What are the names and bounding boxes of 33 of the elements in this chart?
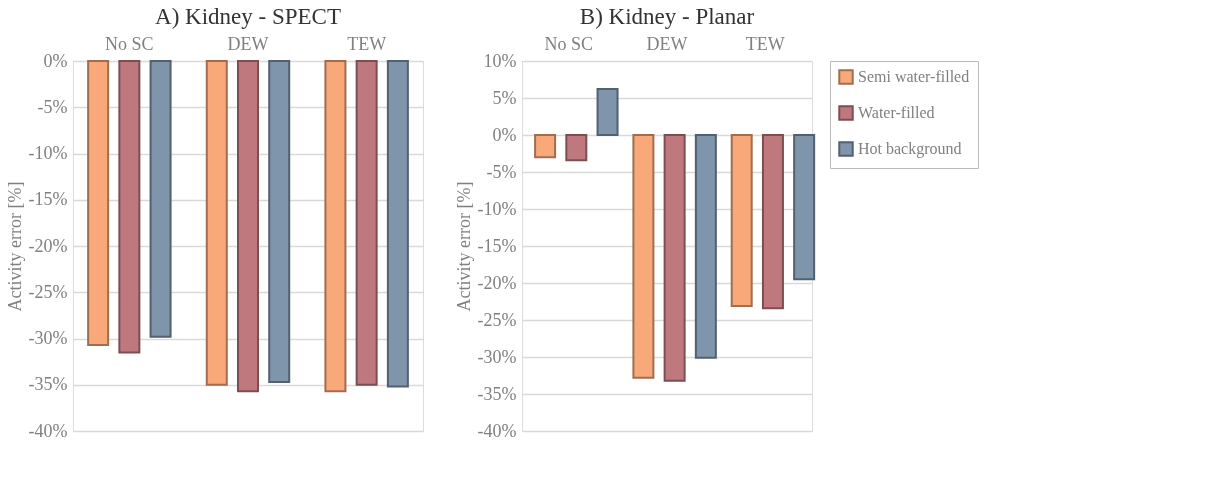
legend-label: Hot background <box>858 140 962 158</box>
x-tick-label: No SC <box>544 33 593 54</box>
x-tick-label: TEW <box>347 33 387 54</box>
y-tick-label: 0% <box>492 124 517 145</box>
chart-title: A) Kidney - SPECT <box>155 4 341 29</box>
y-axis-title: Activity error [%] <box>4 181 25 312</box>
y-tick-label: -20% <box>477 272 517 293</box>
y-tick-label: -5% <box>37 96 68 117</box>
x-tick-label: No SC <box>105 33 154 54</box>
x-tick-label: DEW <box>646 33 688 54</box>
y-tick-label: -30% <box>477 346 517 367</box>
y-tick-label: -15% <box>28 189 68 210</box>
y-tick-label: -10% <box>28 143 68 163</box>
y-tick-label: -20% <box>28 235 68 256</box>
y-tick-label: -25% <box>28 281 68 302</box>
y-tick-label: -10% <box>477 198 517 219</box>
legend-label: Semi water-filled <box>858 68 970 85</box>
y-tick-label: 10% <box>483 50 517 71</box>
y-tick-label: -40% <box>28 420 68 441</box>
chart-title: B) Kidney - Planar <box>579 4 755 29</box>
y-tick-label: -40% <box>477 420 517 441</box>
legend-label: Water-filled <box>858 104 935 121</box>
y-tick-label: -5% <box>486 161 517 182</box>
y-tick-label: -35% <box>477 383 517 404</box>
y-tick-label: -35% <box>28 374 68 395</box>
y-tick-label: -25% <box>477 309 517 330</box>
y-tick-label: 5% <box>492 87 517 108</box>
y-tick-label: -15% <box>477 235 517 256</box>
y-axis-title: Activity error [%] <box>453 181 474 312</box>
x-tick-label: TEW <box>745 33 785 54</box>
x-tick-label: DEW <box>227 33 269 54</box>
y-tick-label: -30% <box>28 328 68 348</box>
y-tick-label: 0% <box>43 50 68 71</box>
